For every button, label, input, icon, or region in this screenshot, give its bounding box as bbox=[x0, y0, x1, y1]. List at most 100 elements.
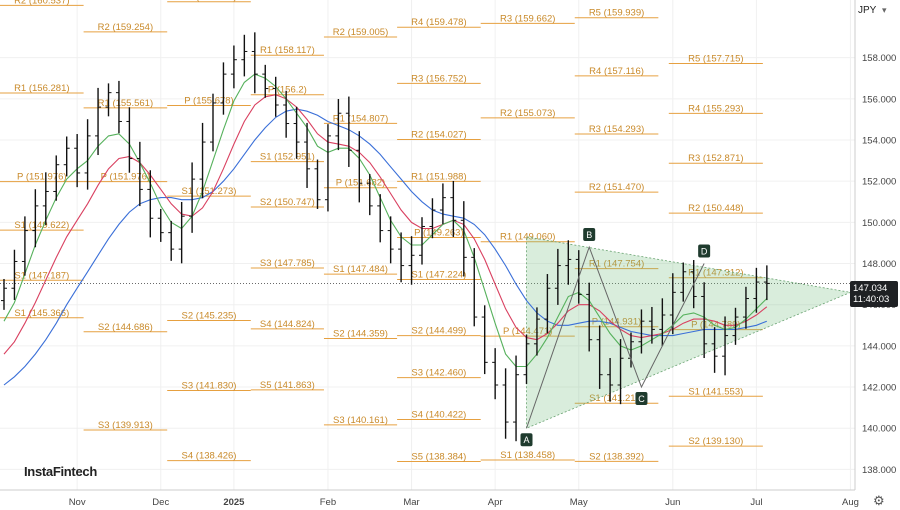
pivot-label: R2 (159.254) bbox=[98, 22, 153, 33]
settings-gear-icon[interactable]: ⚙ bbox=[873, 493, 885, 508]
pivot-label: R4 (157.116) bbox=[589, 66, 644, 77]
y-tick-label: 144.000 bbox=[862, 341, 896, 352]
x-tick-label: Jul bbox=[750, 497, 762, 508]
pivot-label: S5 (138.384) bbox=[411, 452, 466, 463]
pivot-label: R1 (154.807) bbox=[333, 113, 388, 124]
x-tick-label: Mar bbox=[403, 497, 419, 508]
pivot-label: P (151.976) bbox=[17, 172, 66, 183]
pivot-label: R1 (156.281) bbox=[14, 83, 69, 94]
pivot-label: S2 (138.392) bbox=[589, 451, 644, 462]
x-tick-label: Aug bbox=[842, 497, 859, 508]
pivot-label: S3 (147.785) bbox=[260, 258, 315, 269]
x-tick-label: Dec bbox=[152, 497, 169, 508]
pivot-label: R3 (156.752) bbox=[411, 73, 466, 84]
x-tick-label: Jun bbox=[665, 497, 680, 508]
y-tick-label: 142.000 bbox=[862, 383, 896, 394]
pivot-label: R5 (159.939) bbox=[589, 8, 644, 19]
pivot-levels: R2 (160.537) R1 (156.281) P (151.976) S1 (1… bbox=[0, 0, 855, 463]
pivot-label: R2 (154.027) bbox=[411, 129, 466, 140]
pivot-label: R5 (157.715) bbox=[688, 54, 743, 65]
current-price-tag: 147.034 11:40:03 bbox=[850, 281, 898, 307]
pivot-label: S1 (147.187) bbox=[14, 270, 69, 281]
pivot-label: S2 (139.130) bbox=[688, 436, 743, 447]
pivot-label: S1 (145.366) bbox=[14, 308, 69, 319]
pivot-label: R3 (154.293) bbox=[589, 124, 644, 135]
pattern-line bbox=[526, 245, 705, 429]
pivot-label: R1 (147.754) bbox=[589, 259, 644, 270]
y-tick-label: 150.000 bbox=[862, 218, 896, 229]
pattern-point-label: A bbox=[523, 435, 529, 445]
pivot-label: S4 (140.422) bbox=[411, 410, 466, 421]
pivot-label: S1 (138.458) bbox=[500, 450, 555, 461]
pattern-point-badge bbox=[520, 433, 533, 447]
pivot-label: P (144.931) bbox=[592, 317, 641, 328]
y-tick-label: 138.000 bbox=[862, 465, 896, 476]
pattern-point-label: B bbox=[586, 230, 592, 240]
ma-fast-line bbox=[3, 73, 768, 368]
pivot-label: S4 (138.426) bbox=[182, 451, 237, 462]
pivot-label: S3 (141.830) bbox=[182, 381, 237, 392]
pivot-label: P (156.2) bbox=[268, 85, 307, 96]
pivot-label: S1 (141.553) bbox=[688, 386, 743, 397]
pivot-label: S1 (149.622) bbox=[14, 220, 69, 231]
countdown: 11:40:03 bbox=[853, 294, 890, 305]
pivot-label: S2 (144.359) bbox=[333, 328, 388, 339]
currency-selector[interactable]: JPY bbox=[858, 5, 876, 16]
pivot-label: S1 (152.951) bbox=[260, 152, 315, 163]
pivot-label: S2 (150.747) bbox=[260, 197, 315, 208]
pivot-label: S1 (151.273) bbox=[182, 186, 237, 197]
pivot-label: S4 (144.824) bbox=[260, 319, 315, 330]
pivot-label: S1 (147.224) bbox=[411, 270, 466, 281]
x-tick-label: May bbox=[570, 497, 588, 508]
x-tick-label: Apr bbox=[488, 497, 503, 508]
ma-mid-line bbox=[3, 94, 768, 355]
y-tick-label: 156.000 bbox=[862, 94, 896, 105]
y-tick-label: 154.000 bbox=[862, 136, 896, 147]
x-tick-label: Feb bbox=[320, 497, 336, 508]
pivot-label: S2 (144.686) bbox=[98, 322, 153, 333]
y-tick-label: 152.000 bbox=[862, 177, 896, 188]
pivot-label: S3 (139.913) bbox=[98, 420, 153, 431]
pivot-label: R4 (159.478) bbox=[411, 17, 466, 28]
pivot-label: P (151.976) bbox=[101, 172, 150, 183]
pivot-label: P (144.471) bbox=[503, 326, 552, 337]
y-tick-label: 140.000 bbox=[862, 424, 896, 435]
pivot-label: S1 (147.484) bbox=[333, 264, 388, 275]
abcd-pattern: A B C D bbox=[520, 228, 711, 447]
pivot-label: P (144.789) bbox=[691, 320, 740, 331]
pivot-label: S3 (140.161) bbox=[333, 415, 388, 426]
x-tick-label: Nov bbox=[69, 497, 86, 508]
pattern-point-badge bbox=[583, 228, 596, 242]
logo: InstaFintech bbox=[24, 464, 97, 479]
pivot-label: S5 (141.863) bbox=[260, 380, 315, 391]
pivot-label: S3 (142.460) bbox=[411, 368, 466, 379]
ma-slow-line bbox=[3, 108, 768, 386]
candles bbox=[1, 32, 770, 442]
pivot-label: P (155.678) bbox=[184, 95, 233, 106]
current-price: 147.034 bbox=[853, 283, 888, 294]
pivot-label: R2 (151.470) bbox=[589, 182, 644, 193]
pattern-point-badge bbox=[698, 244, 711, 258]
pivot-label: R3 (159.662) bbox=[500, 13, 555, 24]
y-tick-label: 148.000 bbox=[862, 259, 896, 270]
pivot-label: R2 (155.073) bbox=[500, 108, 555, 119]
pivot-label: S2 (144.499) bbox=[411, 326, 466, 337]
y-tick-label: 158.000 bbox=[862, 53, 896, 64]
pivot-label: R2 (150.448) bbox=[688, 203, 743, 214]
pivot-label: R4 (155.293) bbox=[688, 103, 743, 114]
moving-averages bbox=[3, 73, 768, 386]
pivot-label: R3 (152.871) bbox=[688, 153, 743, 164]
pivot-label: S2 (145.235) bbox=[182, 310, 237, 321]
chevron-down-icon[interactable]: ▾ bbox=[882, 5, 887, 15]
pattern-point-badge bbox=[635, 392, 648, 406]
pivot-label: R1 (158.117) bbox=[260, 45, 315, 56]
pivot-label: R2 (159.005) bbox=[333, 27, 388, 38]
pivot-label: S1 (141.215) bbox=[589, 393, 644, 404]
pivot-label: R1 (155.561) bbox=[98, 98, 153, 109]
pattern-point-label: D bbox=[701, 247, 708, 257]
currency-label: JPY bbox=[858, 5, 877, 16]
pivot-label: R1 (160.716) bbox=[181, 0, 236, 3]
x-tick-label: 2025 bbox=[223, 497, 245, 508]
